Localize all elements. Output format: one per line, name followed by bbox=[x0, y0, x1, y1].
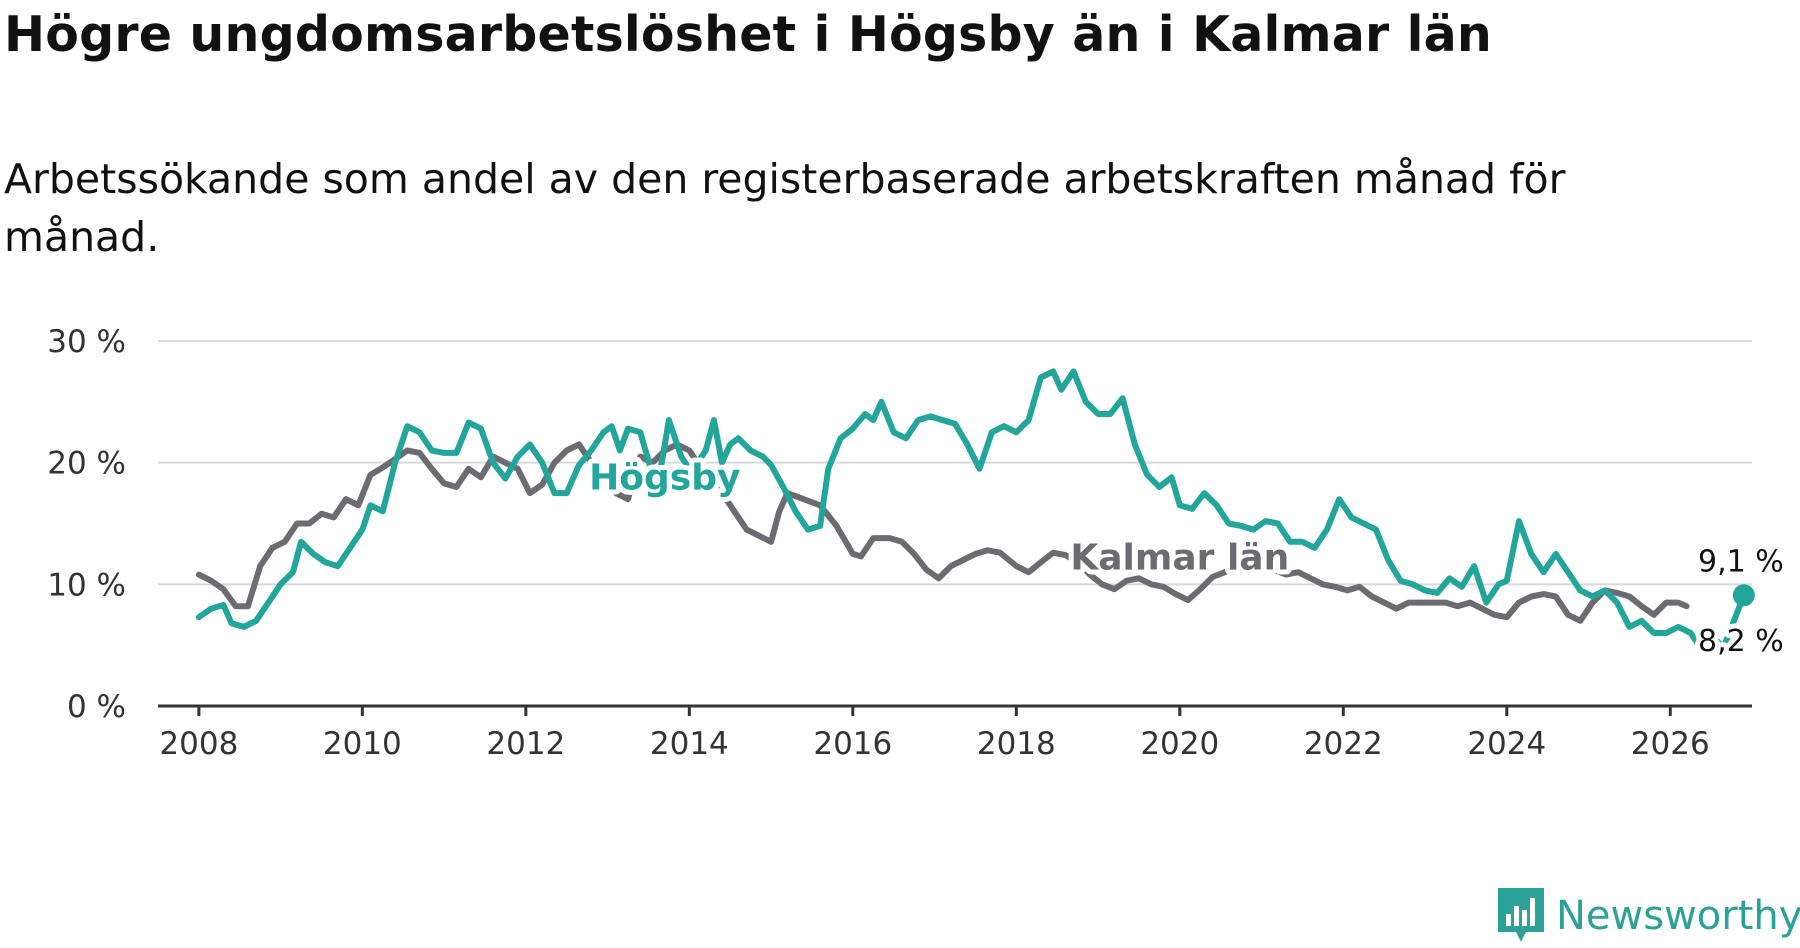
end-label-kalmar: 8,2 %8,2 % bbox=[1693, 619, 1789, 664]
series-label-kalmar-text: Kalmar län bbox=[1070, 538, 1289, 579]
series-label-hogsby-text: Högsby bbox=[589, 457, 740, 498]
end-label-hogsby-halo: 9,1 % bbox=[1698, 544, 1784, 579]
end-label-hogsby: 9,1 %9,1 % bbox=[1693, 539, 1789, 584]
end-label-hogsby-text: 9,1 % bbox=[1698, 544, 1784, 579]
x-tick-label: 2018 bbox=[977, 726, 1056, 762]
chart-title: Högre ungdomsarbetslöshet i Högsby än i … bbox=[4, 6, 1492, 63]
bar-chart-chat-icon bbox=[1496, 884, 1546, 948]
x-tick-label: 2026 bbox=[1631, 726, 1710, 762]
x-tick-label: 2014 bbox=[650, 726, 729, 762]
end-label-kalmar-halo: 8,2 % bbox=[1698, 624, 1784, 659]
x-tick-label: 2008 bbox=[159, 726, 238, 762]
x-tick-label: 2010 bbox=[323, 726, 402, 762]
x-axis: 2008 2010 2012 2014 2016 2018 2020 2022 2024 2026 bbox=[158, 704, 1752, 762]
y-tick-label: 0 % bbox=[67, 689, 126, 725]
series-label-kalmar-halo: Kalmar län bbox=[1070, 538, 1289, 579]
x-tick-label: 2022 bbox=[1304, 726, 1383, 762]
x-tick-label: 2016 bbox=[813, 726, 892, 762]
y-tick-label: 20 % bbox=[47, 446, 126, 482]
gridlines: 0 % 10 % 20 % 30 % bbox=[47, 324, 1752, 725]
series-label-hogsby-halo: Högsby bbox=[589, 457, 740, 498]
series-lines bbox=[195, 368, 1747, 651]
end-marker-hogsby bbox=[1732, 584, 1755, 607]
x-tick-label: 2020 bbox=[1140, 726, 1219, 762]
x-tick-label: 2024 bbox=[1467, 726, 1546, 762]
series-line-h-gsby bbox=[195, 368, 1747, 651]
x-tick-label: 2012 bbox=[486, 726, 565, 762]
y-tick-label: 30 % bbox=[47, 324, 126, 360]
series-line-kalmar-l-n bbox=[195, 441, 1690, 624]
y-tick-label: 10 % bbox=[47, 567, 126, 603]
end-label-kalmar-text: 8,2 % bbox=[1698, 624, 1784, 659]
newsworthy-logo: Newsworthy bbox=[1496, 884, 1800, 948]
brand-name: Newsworthy bbox=[1556, 893, 1800, 939]
chart-subtitle: Arbetssökande som andel av den registerb… bbox=[4, 155, 1566, 261]
